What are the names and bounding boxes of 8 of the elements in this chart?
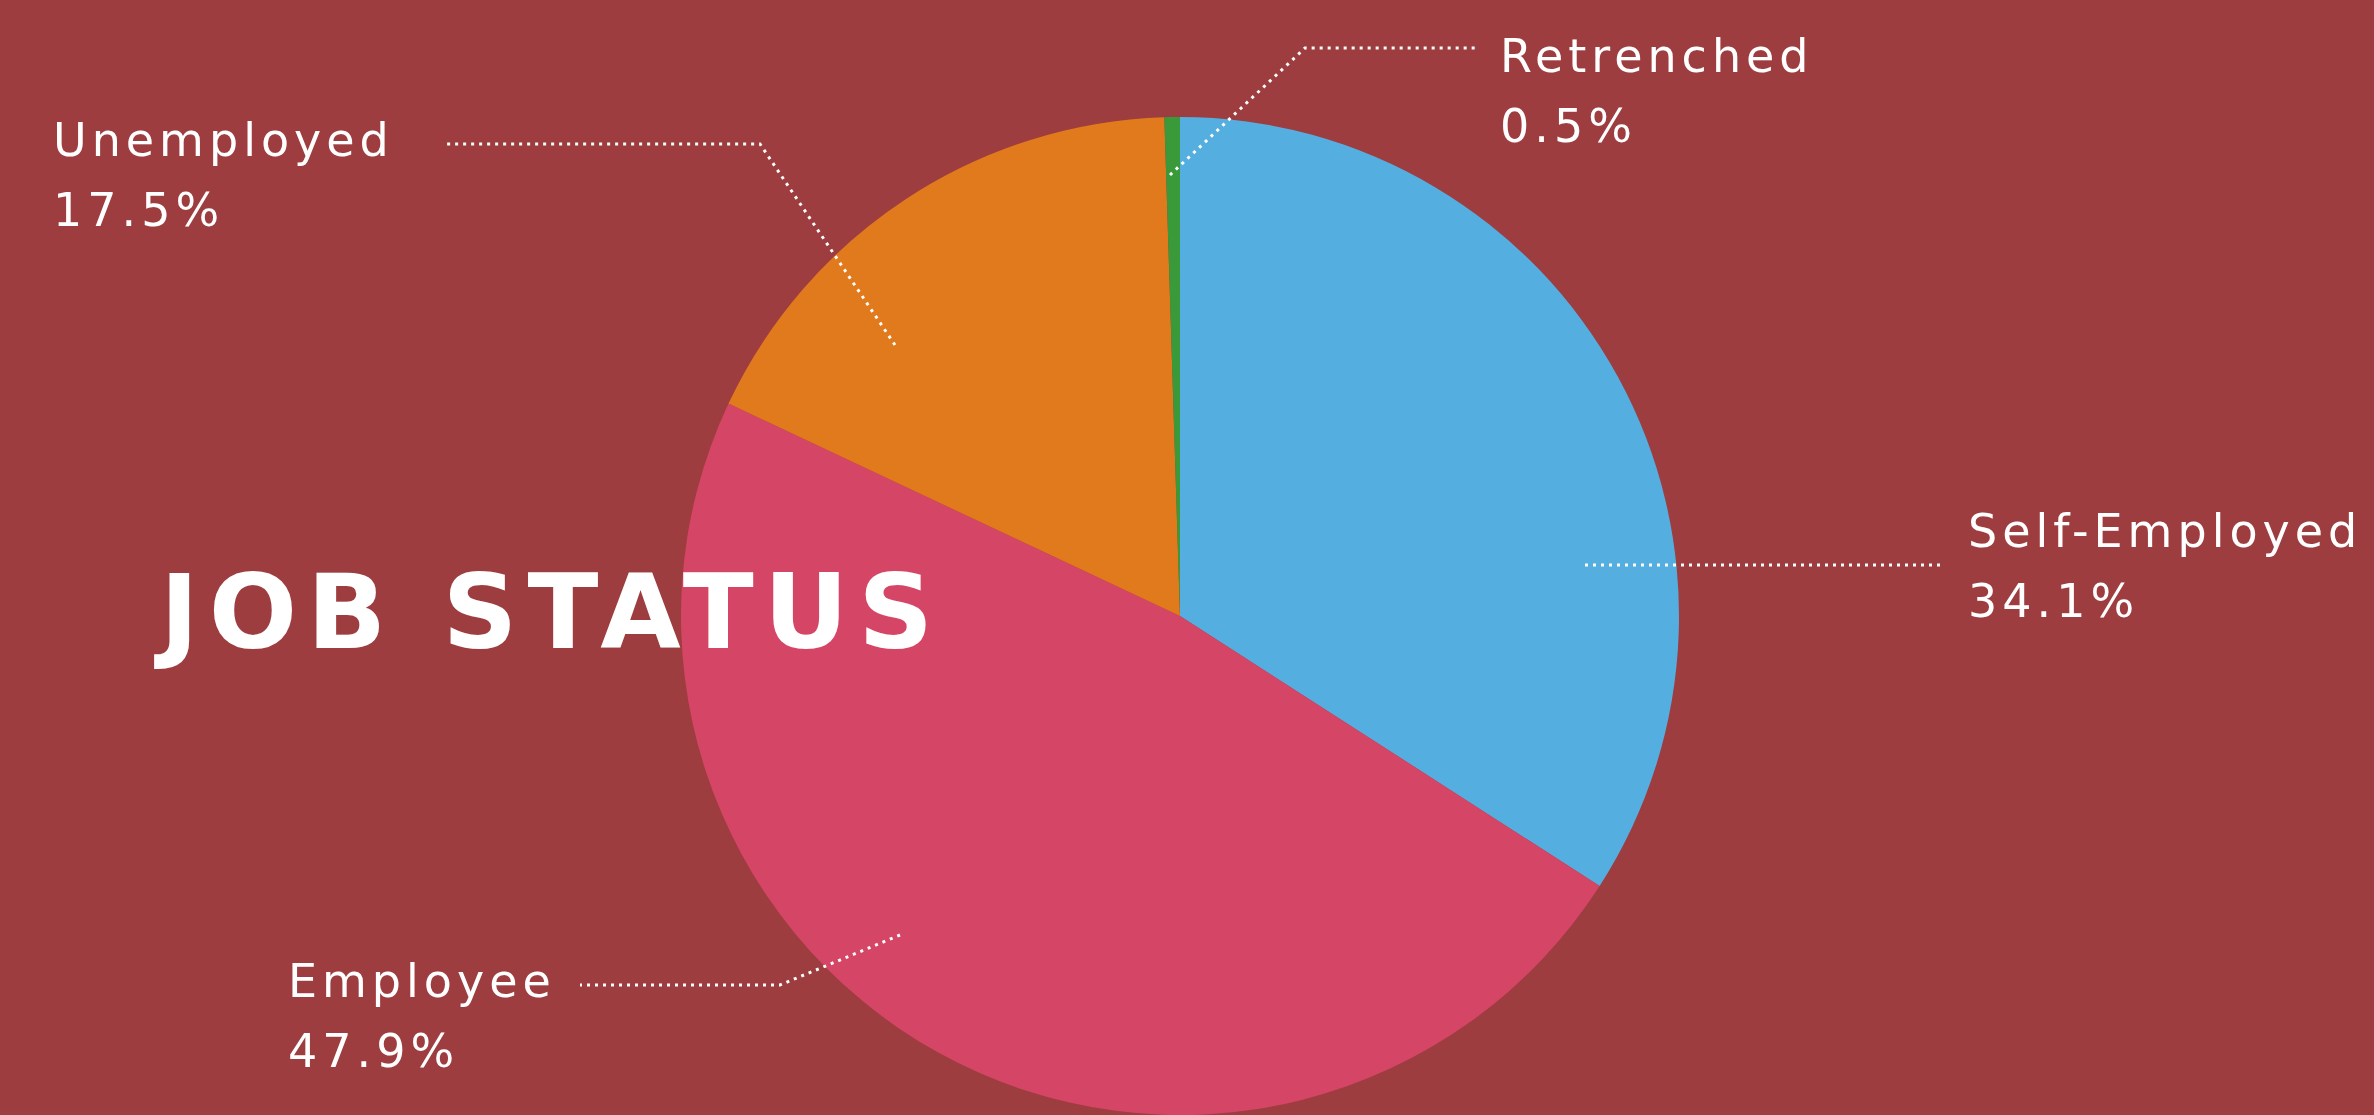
- data-label: 34.1%: [1968, 573, 2140, 628]
- slice-label: Employee: [288, 953, 556, 1008]
- slice-label: Unemployed: [53, 112, 394, 167]
- data-label: 17.5%: [53, 182, 225, 237]
- slice-label: Retrenched: [1500, 28, 1814, 83]
- data-label: 47.9%: [288, 1023, 460, 1078]
- data-label: 0.5%: [1500, 98, 1637, 153]
- slice-label: Self-Employed: [1968, 503, 2363, 558]
